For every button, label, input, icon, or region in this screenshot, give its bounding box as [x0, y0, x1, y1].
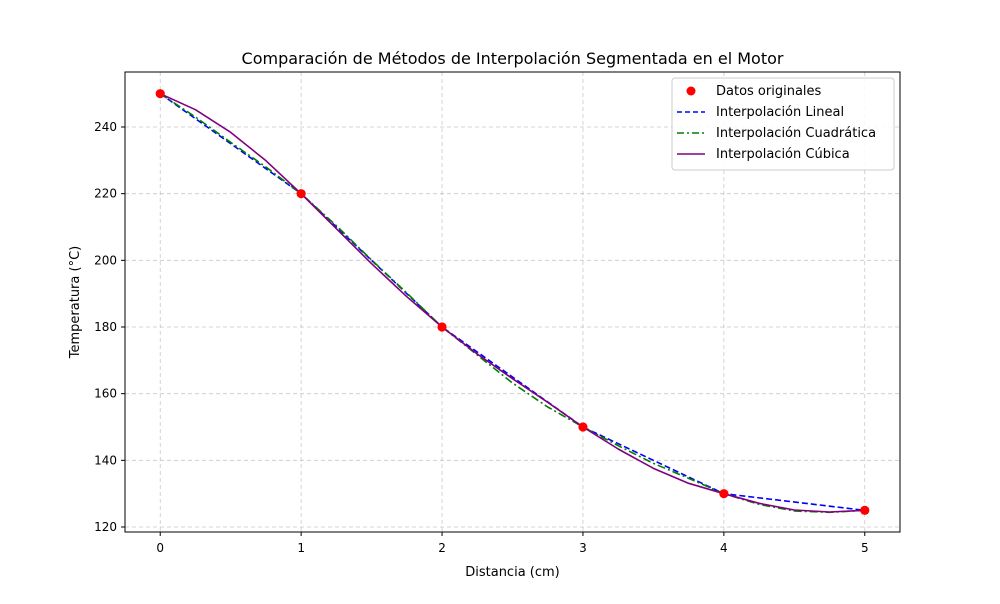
legend: Datos originales Interpolación Lineal In… [671, 77, 895, 171]
y-tick-label-120: 120 [94, 520, 117, 534]
y-tick-label-180: 180 [94, 320, 117, 334]
data-point-3 [578, 422, 588, 432]
y-tick-label-240: 240 [94, 120, 117, 134]
legend-label-interpolacion-cubica: Interpolación Cúbica [716, 147, 850, 162]
data-point-0 [155, 89, 165, 99]
y-tick-label-160: 160 [94, 387, 117, 401]
x-tick-label-1: 1 [297, 541, 305, 555]
series-line-interpolacion-lineal [159, 93, 865, 512]
series-layer [159, 92, 865, 514]
legend-marker-datos-originales [686, 86, 696, 96]
y-tick-label-220: 220 [94, 187, 117, 201]
plot-frame [124, 71, 901, 533]
y-tick-label-140: 140 [94, 453, 117, 467]
legend-label-interpolacion-cuadratica: Interpolación Cuadrática [716, 126, 876, 141]
data-point-4 [719, 489, 729, 499]
y-tick-label-200: 200 [94, 253, 117, 267]
legend-box [671, 77, 895, 171]
x-tick-label-3: 3 [579, 541, 587, 555]
legend-label-interpolacion-lineal: Interpolación Lineal [716, 105, 844, 120]
data-point-5 [860, 505, 870, 515]
x-tick-label-0: 0 [156, 541, 164, 555]
y-axis-label: Temperatura (°C) [68, 246, 83, 359]
data-point-2 [437, 322, 447, 332]
x-tick-label-4: 4 [720, 541, 728, 555]
chart-title: Comparación de Métodos de Interpolación … [242, 49, 784, 68]
x-tick-label-2: 2 [438, 541, 446, 555]
x-axis-label: Distancia (cm) [465, 565, 560, 580]
x-tick-label-5: 5 [861, 541, 869, 555]
legend-label-datos-originales: Datos originales [716, 84, 822, 99]
series-line-interpolacion-cubica [159, 92, 865, 513]
data-point-1 [296, 189, 306, 199]
points-layer [155, 89, 870, 515]
ticks-layer: 0 1 2 3 4 5 120 140 160 180 200 220 240 [94, 120, 868, 555]
